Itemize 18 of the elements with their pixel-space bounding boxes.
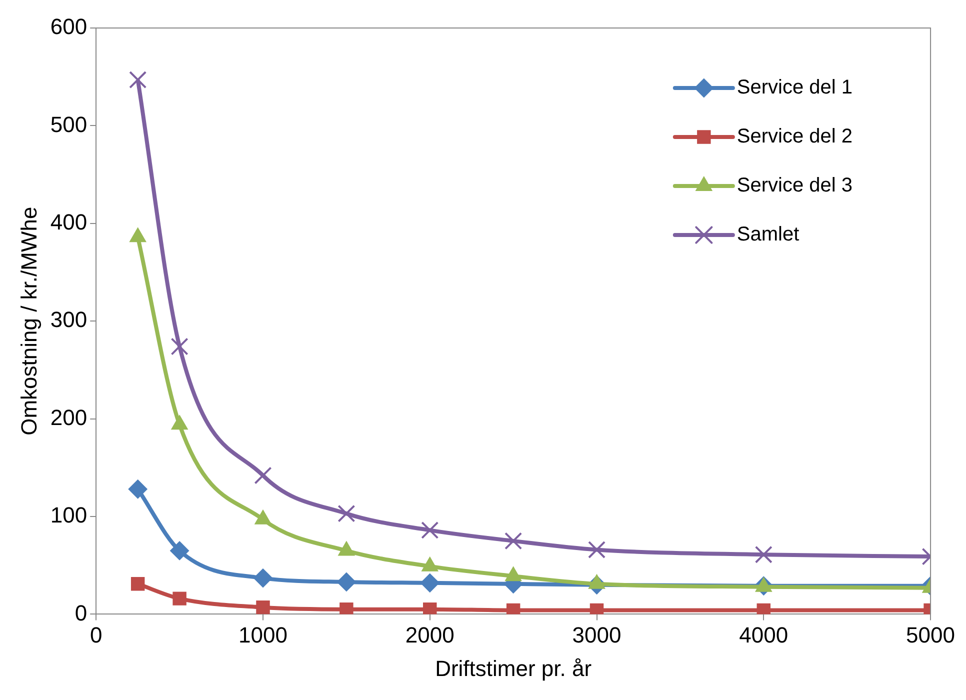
y-axis-title: Omkostning / kr./MWhe [16, 206, 42, 436]
legend-label: Service del 1 [736, 76, 853, 99]
y-tick-label: 200 [50, 404, 88, 430]
y-tick-label: 100 [50, 502, 88, 528]
legend-label: Service del 3 [736, 174, 853, 197]
legend-label: Service del 2 [736, 126, 853, 148]
x-axis-title: Driftstimer pr. år [435, 656, 592, 681]
y-tick-label: 600 [50, 14, 88, 40]
y-tick-label: 300 [50, 307, 88, 332]
x-tick-label: 3000 [572, 622, 622, 648]
x-tick-label: 5000 [906, 622, 956, 648]
y-tick-label: 500 [50, 112, 88, 137]
x-tick-label: 2000 [405, 622, 454, 648]
x-tick-label: 4000 [739, 622, 788, 648]
y-tick-label: 0 [74, 600, 88, 626]
legend-label: Samlet [736, 224, 800, 246]
y-tick-label: 400 [50, 209, 88, 234]
x-tick-label: 1000 [238, 622, 288, 648]
